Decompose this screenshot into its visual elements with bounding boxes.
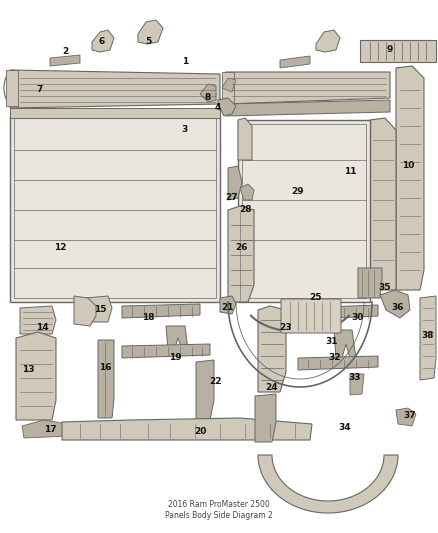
Text: 5: 5	[145, 37, 151, 46]
Text: 16: 16	[99, 364, 111, 373]
Text: 33: 33	[349, 374, 361, 383]
Polygon shape	[228, 166, 242, 200]
Polygon shape	[200, 84, 216, 102]
Polygon shape	[228, 206, 254, 302]
Text: 14: 14	[35, 324, 48, 333]
Text: 6: 6	[99, 37, 105, 46]
Text: 32: 32	[329, 353, 341, 362]
Polygon shape	[86, 296, 112, 322]
Text: 31: 31	[326, 337, 338, 346]
Polygon shape	[316, 30, 340, 52]
Polygon shape	[420, 296, 436, 380]
Polygon shape	[122, 304, 200, 318]
Circle shape	[150, 426, 160, 436]
Text: 27: 27	[226, 193, 238, 203]
Text: 35: 35	[379, 284, 391, 293]
Polygon shape	[22, 420, 68, 438]
Text: 2: 2	[62, 47, 68, 56]
Polygon shape	[50, 55, 80, 66]
Text: 13: 13	[22, 366, 34, 375]
Polygon shape	[358, 268, 382, 298]
Text: 15: 15	[94, 305, 106, 314]
Polygon shape	[240, 184, 254, 200]
Polygon shape	[226, 100, 390, 116]
Polygon shape	[6, 70, 18, 106]
Polygon shape	[222, 72, 234, 104]
Text: 3: 3	[182, 125, 188, 134]
Polygon shape	[166, 326, 188, 350]
Polygon shape	[10, 108, 220, 118]
Circle shape	[190, 426, 200, 436]
Text: 30: 30	[352, 313, 364, 322]
Text: 20: 20	[194, 427, 206, 437]
Text: 17: 17	[44, 425, 57, 434]
Text: 23: 23	[279, 324, 291, 333]
Text: 19: 19	[169, 353, 181, 362]
Text: 24: 24	[266, 384, 278, 392]
Polygon shape	[16, 332, 56, 420]
Polygon shape	[242, 124, 366, 298]
Polygon shape	[218, 98, 236, 116]
Polygon shape	[396, 408, 416, 426]
Text: 29: 29	[292, 188, 304, 197]
Polygon shape	[255, 394, 276, 442]
Polygon shape	[220, 296, 236, 314]
Text: 26: 26	[236, 244, 248, 253]
Text: 36: 36	[392, 303, 404, 312]
Polygon shape	[258, 455, 398, 513]
Polygon shape	[92, 30, 114, 52]
Text: 4: 4	[215, 103, 221, 112]
Polygon shape	[138, 20, 163, 44]
Text: 9: 9	[387, 45, 393, 54]
Text: 22: 22	[209, 377, 221, 386]
Text: 12: 12	[54, 244, 66, 253]
Text: 21: 21	[222, 303, 234, 312]
Polygon shape	[298, 356, 378, 370]
Polygon shape	[298, 305, 378, 320]
Polygon shape	[334, 330, 356, 358]
Text: 28: 28	[239, 206, 251, 214]
Polygon shape	[238, 118, 252, 160]
Polygon shape	[10, 70, 220, 108]
Polygon shape	[62, 418, 312, 440]
Polygon shape	[196, 360, 214, 420]
Circle shape	[170, 426, 180, 436]
Text: 8: 8	[205, 93, 211, 102]
Polygon shape	[350, 374, 364, 395]
Polygon shape	[258, 306, 286, 392]
Text: 1: 1	[182, 58, 188, 67]
Text: 11: 11	[344, 167, 356, 176]
Polygon shape	[20, 306, 56, 334]
Text: 38: 38	[422, 330, 434, 340]
Text: 37: 37	[404, 410, 416, 419]
Polygon shape	[380, 290, 410, 318]
FancyBboxPatch shape	[281, 299, 341, 333]
Polygon shape	[226, 72, 390, 104]
Polygon shape	[280, 56, 310, 68]
Polygon shape	[14, 118, 216, 298]
Polygon shape	[238, 120, 370, 302]
Text: 18: 18	[142, 313, 154, 322]
Polygon shape	[98, 340, 114, 418]
Text: 34: 34	[339, 424, 351, 432]
Polygon shape	[74, 296, 96, 326]
Polygon shape	[370, 118, 396, 290]
Polygon shape	[396, 66, 424, 290]
Polygon shape	[122, 344, 210, 358]
Polygon shape	[360, 40, 436, 62]
Polygon shape	[222, 78, 236, 92]
Text: 2016 Ram ProMaster 2500
Panels Body Side Diagram 2: 2016 Ram ProMaster 2500 Panels Body Side…	[165, 500, 273, 520]
Text: 10: 10	[402, 160, 414, 169]
Text: 7: 7	[37, 85, 43, 94]
Polygon shape	[10, 115, 220, 302]
Text: 25: 25	[309, 294, 321, 303]
